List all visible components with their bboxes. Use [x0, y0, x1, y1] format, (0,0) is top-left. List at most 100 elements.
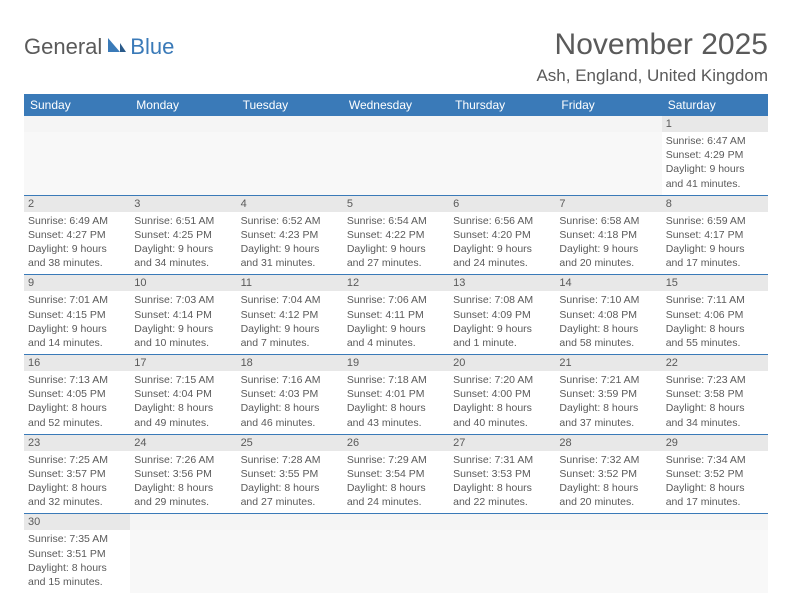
day-details: Sunrise: 6:51 AMSunset: 4:25 PMDaylight:…: [130, 212, 236, 275]
day-details: Sunrise: 7:35 AMSunset: 3:51 PMDaylight:…: [24, 530, 130, 593]
day-cell: 23Sunrise: 7:25 AMSunset: 3:57 PMDayligh…: [24, 434, 130, 514]
day-number: 30: [24, 514, 130, 530]
day-details: Sunrise: 7:08 AMSunset: 4:09 PMDaylight:…: [449, 291, 555, 354]
day-number-empty: [24, 116, 130, 132]
day-cell: [343, 514, 449, 593]
location: Ash, England, United Kingdom: [536, 66, 768, 86]
day-cell: 5Sunrise: 6:54 AMSunset: 4:22 PMDaylight…: [343, 195, 449, 275]
day-number-empty: [130, 514, 236, 530]
day-details: Sunrise: 6:54 AMSunset: 4:22 PMDaylight:…: [343, 212, 449, 275]
day-number: 20: [449, 355, 555, 371]
day-number: 18: [237, 355, 343, 371]
day-cell: [24, 116, 130, 195]
day-cell: 8Sunrise: 6:59 AMSunset: 4:17 PMDaylight…: [662, 195, 768, 275]
day-details: Sunrise: 6:49 AMSunset: 4:27 PMDaylight:…: [24, 212, 130, 275]
day-details: Sunrise: 7:34 AMSunset: 3:52 PMDaylight:…: [662, 451, 768, 514]
day-number: 8: [662, 196, 768, 212]
column-header: Sunday: [24, 94, 130, 116]
day-details: Sunrise: 6:52 AMSunset: 4:23 PMDaylight:…: [237, 212, 343, 275]
day-details: Sunrise: 7:32 AMSunset: 3:52 PMDaylight:…: [555, 451, 661, 514]
day-number: 6: [449, 196, 555, 212]
day-details: Sunrise: 6:58 AMSunset: 4:18 PMDaylight:…: [555, 212, 661, 275]
day-cell: [449, 514, 555, 593]
week-row: 23Sunrise: 7:25 AMSunset: 3:57 PMDayligh…: [24, 434, 768, 514]
column-header: Thursday: [449, 94, 555, 116]
day-number: 19: [343, 355, 449, 371]
day-number-empty: [449, 514, 555, 530]
day-number-empty: [555, 514, 661, 530]
day-cell: 19Sunrise: 7:18 AMSunset: 4:01 PMDayligh…: [343, 355, 449, 435]
day-details: Sunrise: 7:28 AMSunset: 3:55 PMDaylight:…: [237, 451, 343, 514]
day-details: Sunrise: 7:01 AMSunset: 4:15 PMDaylight:…: [24, 291, 130, 354]
day-details: Sunrise: 7:31 AMSunset: 3:53 PMDaylight:…: [449, 451, 555, 514]
day-cell: 7Sunrise: 6:58 AMSunset: 4:18 PMDaylight…: [555, 195, 661, 275]
day-cell: 13Sunrise: 7:08 AMSunset: 4:09 PMDayligh…: [449, 275, 555, 355]
day-number: 2: [24, 196, 130, 212]
day-cell: 29Sunrise: 7:34 AMSunset: 3:52 PMDayligh…: [662, 434, 768, 514]
day-cell: 26Sunrise: 7:29 AMSunset: 3:54 PMDayligh…: [343, 434, 449, 514]
day-cell: 10Sunrise: 7:03 AMSunset: 4:14 PMDayligh…: [130, 275, 236, 355]
day-cell: 25Sunrise: 7:28 AMSunset: 3:55 PMDayligh…: [237, 434, 343, 514]
week-row: 2Sunrise: 6:49 AMSunset: 4:27 PMDaylight…: [24, 195, 768, 275]
day-cell: [237, 116, 343, 195]
logo-sail-icon: [106, 34, 128, 60]
day-number-empty: [662, 514, 768, 530]
day-number-empty: [237, 116, 343, 132]
week-row: 9Sunrise: 7:01 AMSunset: 4:15 PMDaylight…: [24, 275, 768, 355]
day-number: 24: [130, 435, 236, 451]
day-cell: [449, 116, 555, 195]
day-details: Sunrise: 7:10 AMSunset: 4:08 PMDaylight:…: [555, 291, 661, 354]
day-cell: 24Sunrise: 7:26 AMSunset: 3:56 PMDayligh…: [130, 434, 236, 514]
day-cell: [130, 116, 236, 195]
day-number: 15: [662, 275, 768, 291]
day-number: 26: [343, 435, 449, 451]
day-details: Sunrise: 7:11 AMSunset: 4:06 PMDaylight:…: [662, 291, 768, 354]
logo-text2: Blue: [130, 34, 174, 60]
logo: General Blue: [24, 28, 174, 60]
day-number: 1: [662, 116, 768, 132]
day-cell: 9Sunrise: 7:01 AMSunset: 4:15 PMDaylight…: [24, 275, 130, 355]
day-number-empty: [130, 116, 236, 132]
day-details: Sunrise: 7:15 AMSunset: 4:04 PMDaylight:…: [130, 371, 236, 434]
day-number: 5: [343, 196, 449, 212]
week-row: 30Sunrise: 7:35 AMSunset: 3:51 PMDayligh…: [24, 514, 768, 593]
day-details: Sunrise: 7:26 AMSunset: 3:56 PMDaylight:…: [130, 451, 236, 514]
logo-text1: General: [24, 34, 102, 60]
day-details: Sunrise: 7:04 AMSunset: 4:12 PMDaylight:…: [237, 291, 343, 354]
day-number: 14: [555, 275, 661, 291]
day-cell: 4Sunrise: 6:52 AMSunset: 4:23 PMDaylight…: [237, 195, 343, 275]
day-number: 3: [130, 196, 236, 212]
column-header: Wednesday: [343, 94, 449, 116]
day-details: Sunrise: 7:18 AMSunset: 4:01 PMDaylight:…: [343, 371, 449, 434]
day-number: 10: [130, 275, 236, 291]
day-number: 4: [237, 196, 343, 212]
day-number: 13: [449, 275, 555, 291]
day-cell: 11Sunrise: 7:04 AMSunset: 4:12 PMDayligh…: [237, 275, 343, 355]
day-details: Sunrise: 7:23 AMSunset: 3:58 PMDaylight:…: [662, 371, 768, 434]
day-cell: [130, 514, 236, 593]
day-number: 29: [662, 435, 768, 451]
day-number-empty: [449, 116, 555, 132]
day-cell: 3Sunrise: 6:51 AMSunset: 4:25 PMDaylight…: [130, 195, 236, 275]
day-cell: 2Sunrise: 6:49 AMSunset: 4:27 PMDaylight…: [24, 195, 130, 275]
day-cell: [662, 514, 768, 593]
day-cell: 30Sunrise: 7:35 AMSunset: 3:51 PMDayligh…: [24, 514, 130, 593]
header-row: SundayMondayTuesdayWednesdayThursdayFrid…: [24, 94, 768, 116]
day-details: Sunrise: 6:47 AMSunset: 4:29 PMDaylight:…: [662, 132, 768, 195]
day-cell: 27Sunrise: 7:31 AMSunset: 3:53 PMDayligh…: [449, 434, 555, 514]
day-cell: 16Sunrise: 7:13 AMSunset: 4:05 PMDayligh…: [24, 355, 130, 435]
day-cell: 15Sunrise: 7:11 AMSunset: 4:06 PMDayligh…: [662, 275, 768, 355]
day-number: 27: [449, 435, 555, 451]
day-number: 17: [130, 355, 236, 371]
week-row: 16Sunrise: 7:13 AMSunset: 4:05 PMDayligh…: [24, 355, 768, 435]
day-cell: 14Sunrise: 7:10 AMSunset: 4:08 PMDayligh…: [555, 275, 661, 355]
day-cell: 18Sunrise: 7:16 AMSunset: 4:03 PMDayligh…: [237, 355, 343, 435]
day-cell: [555, 116, 661, 195]
column-header: Saturday: [662, 94, 768, 116]
week-row: 1Sunrise: 6:47 AMSunset: 4:29 PMDaylight…: [24, 116, 768, 195]
column-header: Monday: [130, 94, 236, 116]
day-details: Sunrise: 6:59 AMSunset: 4:17 PMDaylight:…: [662, 212, 768, 275]
day-cell: [343, 116, 449, 195]
calendar-table: SundayMondayTuesdayWednesdayThursdayFrid…: [24, 94, 768, 593]
title-block: November 2025 Ash, England, United Kingd…: [536, 28, 768, 86]
